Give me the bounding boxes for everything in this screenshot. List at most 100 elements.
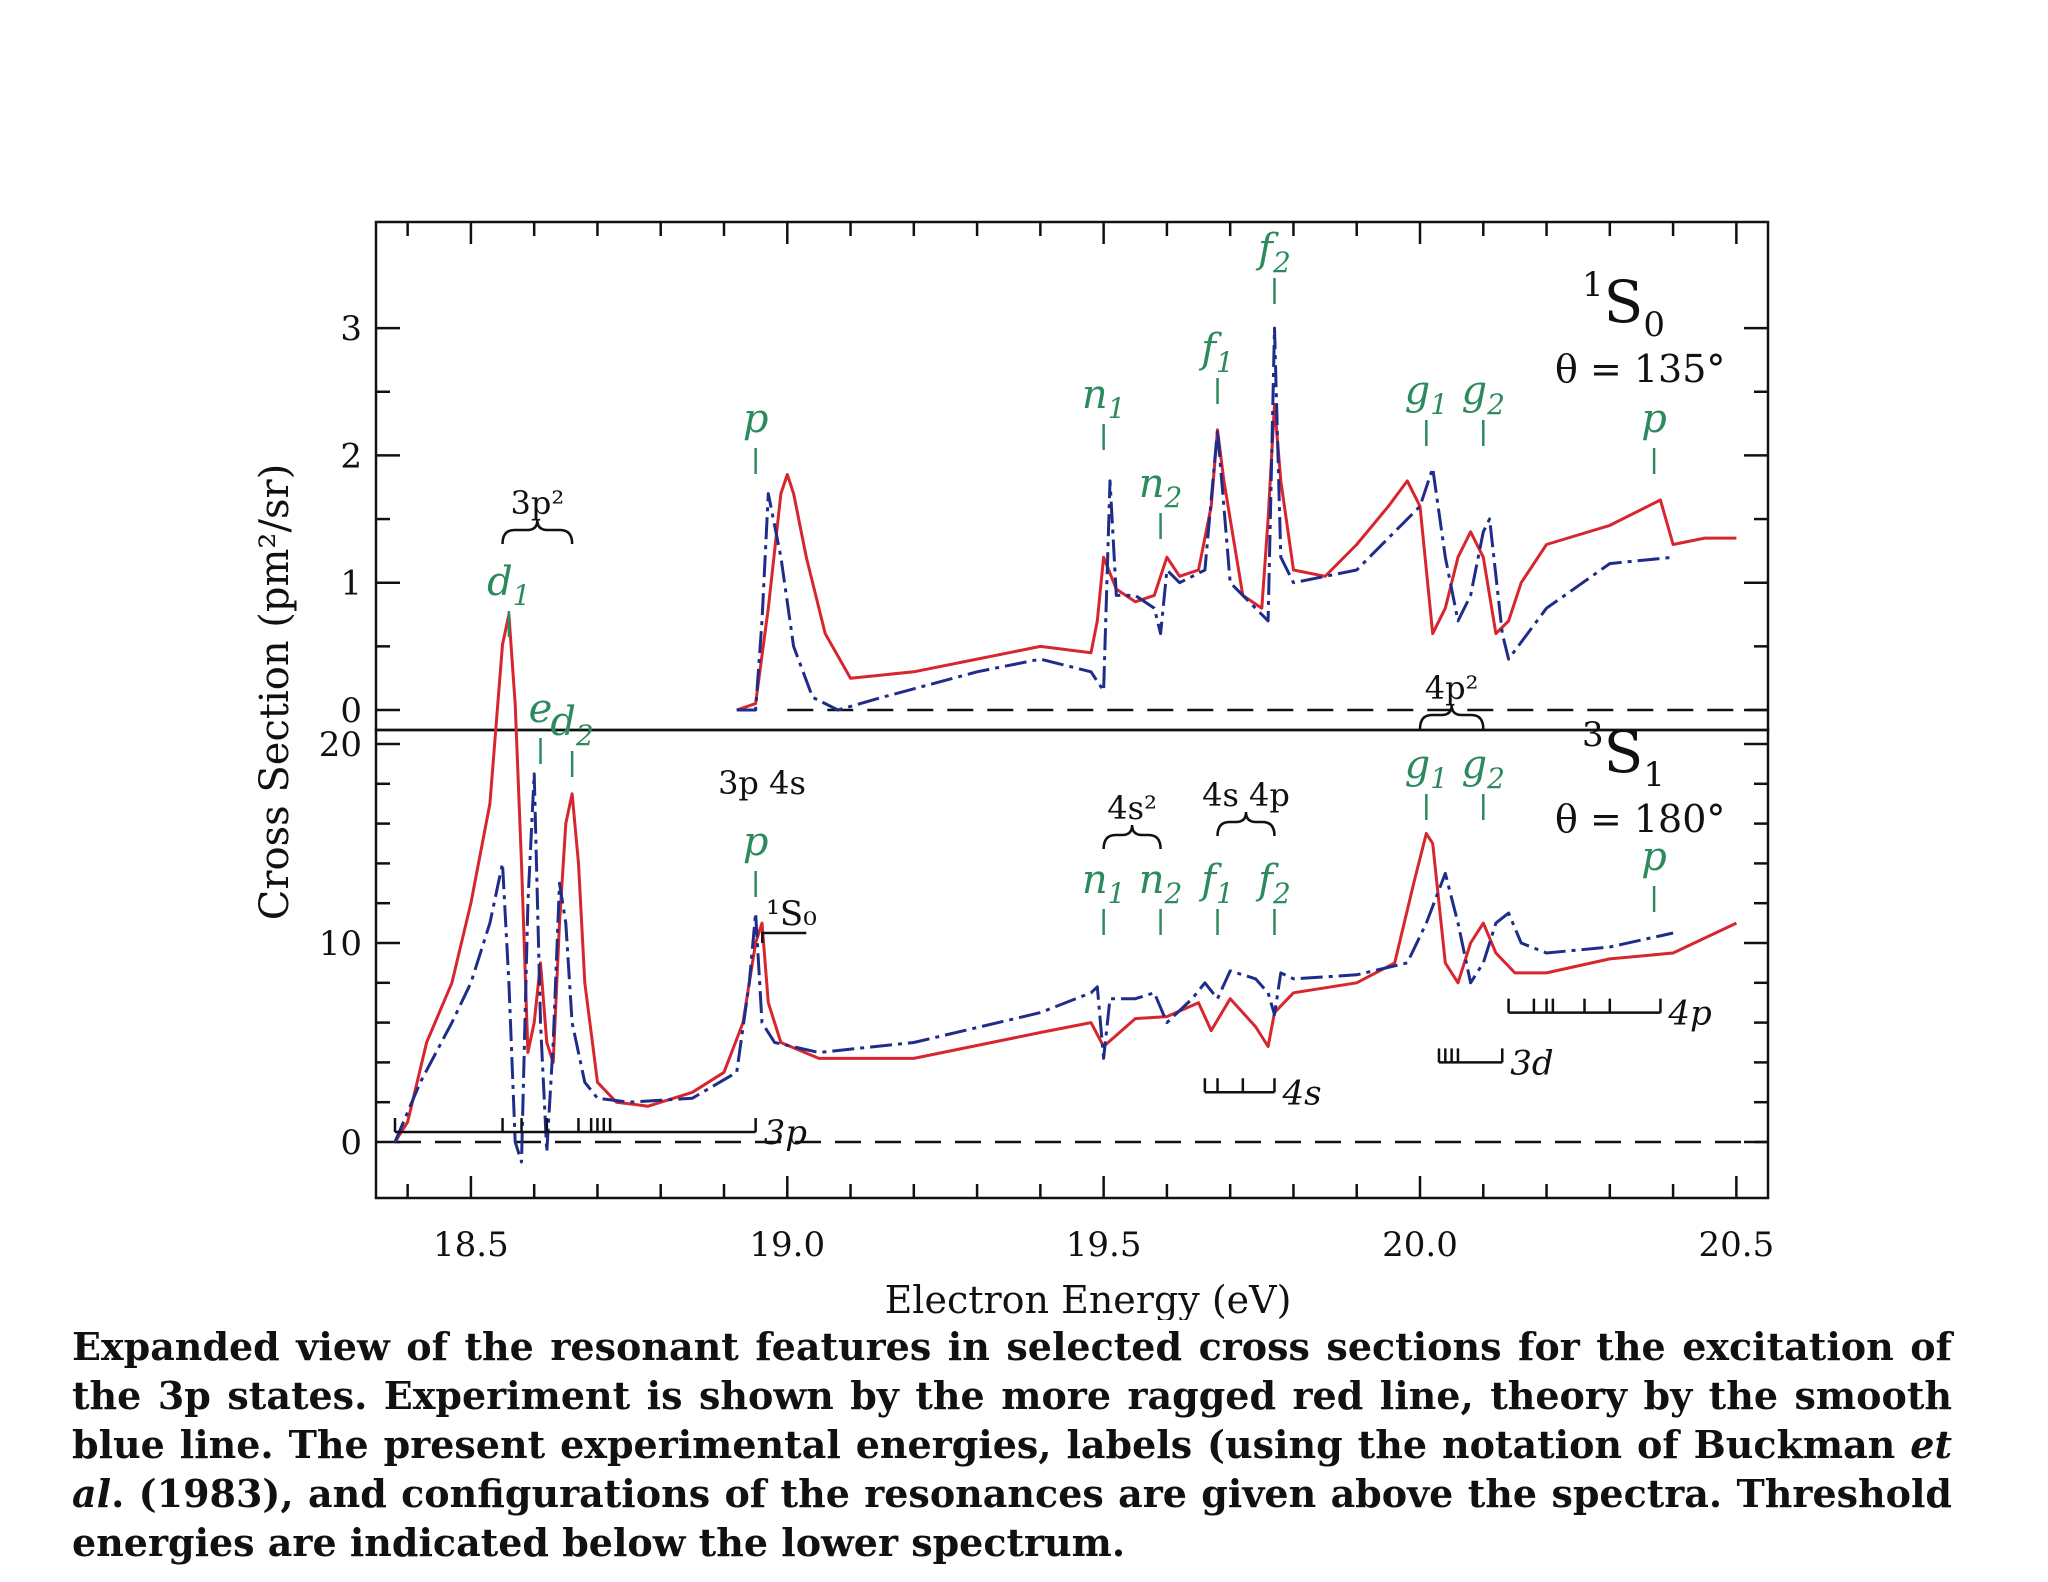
lower-panel-state-main: S bbox=[1604, 718, 1644, 786]
resonance-letter: g bbox=[1405, 368, 1431, 414]
lower-panel-frame bbox=[374, 728, 1770, 1200]
lower-resonance-label: p bbox=[1641, 834, 1667, 880]
lower-theory-line bbox=[393, 772, 1674, 1164]
upper-panel-state-sub: 0 bbox=[1643, 305, 1665, 345]
configuration-brace bbox=[1216, 811, 1276, 837]
x-tick-label: 20.5 bbox=[1699, 1225, 1775, 1265]
configuration-label: 4s² bbox=[1107, 789, 1157, 827]
zero-baselines bbox=[394, 708, 1768, 1144]
upper-panel-angle-label: θ = 135° bbox=[1555, 347, 1725, 391]
lower-resonance-label: n1 bbox=[1082, 857, 1126, 910]
resonance-letter: p bbox=[743, 819, 769, 865]
state-marker-label: ¹S₀ bbox=[766, 894, 817, 934]
lower-resonance-label: p bbox=[743, 819, 769, 865]
resonance-letter: p bbox=[743, 396, 769, 442]
upper-experiment-line bbox=[736, 403, 1737, 712]
resonance-subscript: 2 bbox=[1486, 762, 1505, 795]
resonance-letter: n bbox=[1139, 461, 1165, 507]
caption-et-al: et al bbox=[72, 1422, 1952, 1516]
x-tick-label: 18.5 bbox=[433, 1225, 509, 1265]
resonance-subscript: 2 bbox=[1272, 246, 1291, 279]
upper-resonance-label: n2 bbox=[1139, 461, 1183, 514]
upper-panel-frame bbox=[374, 220, 1770, 732]
lower-resonance-label: d1 bbox=[487, 559, 530, 612]
threshold-label: 4s bbox=[1281, 1073, 1321, 1113]
resonance-letter: p bbox=[1641, 396, 1667, 442]
resonance-letter: p bbox=[1641, 834, 1667, 880]
lower-resonance-label: f2 bbox=[1255, 857, 1291, 910]
resonance-subscript: 1 bbox=[1216, 346, 1234, 379]
resonance-subscript: 2 bbox=[1164, 481, 1183, 514]
upper-panel-series bbox=[736, 326, 1737, 712]
resonance-subscript: 1 bbox=[1108, 877, 1126, 910]
upper-y-tick-label: 0 bbox=[340, 691, 362, 731]
upper-theory-line bbox=[736, 326, 1674, 712]
resonance-subscript: 2 bbox=[1486, 388, 1505, 421]
resonance-letter: g bbox=[1462, 742, 1488, 788]
lower-y-tick-label: 0 bbox=[340, 1123, 362, 1163]
upper-resonance-label: f2 bbox=[1255, 226, 1291, 279]
state-marker-bracket bbox=[761, 931, 807, 944]
resonance-letter: n bbox=[1139, 857, 1165, 903]
resonance-subscript: 1 bbox=[513, 579, 531, 612]
resonance-subscript: 1 bbox=[1108, 392, 1126, 425]
configuration-labels: 3p² 3p 4s 4s² 4s 4p 4p² ¹S₀ bbox=[501, 484, 1485, 944]
resonance-letter: d bbox=[487, 559, 513, 605]
threshold-label: 3d bbox=[1510, 1043, 1553, 1083]
upper-resonance-label: g2 bbox=[1462, 368, 1505, 421]
upper-y-tick-label: 1 bbox=[340, 564, 362, 604]
resonance-letter: e bbox=[529, 686, 553, 732]
configuration-label: 3p² bbox=[511, 484, 565, 522]
configuration-label: 4s 4p bbox=[1202, 776, 1290, 814]
lower-y-tick-label: 10 bbox=[319, 924, 362, 964]
figure-caption: Expanded view of the resonant features i… bbox=[72, 1322, 1952, 1567]
upper-resonance-label: n1 bbox=[1082, 372, 1126, 425]
resonance-subscript: 1 bbox=[1430, 762, 1448, 795]
y-axis-label: Cross Section (pm²/sr) bbox=[252, 464, 298, 920]
lower-resonance-label: d2 bbox=[550, 699, 593, 752]
lower-resonance-label: g2 bbox=[1462, 742, 1505, 795]
upper-resonance-label: g1 bbox=[1405, 368, 1448, 421]
upper-panel-state-main: S bbox=[1604, 268, 1644, 336]
resonance-letter: n bbox=[1082, 857, 1108, 903]
x-axis-label: Electron Energy (eV) bbox=[885, 1278, 1292, 1320]
resonance-subscript: 2 bbox=[575, 719, 594, 752]
upper-resonance-label: p bbox=[743, 396, 769, 442]
resonance-letter: g bbox=[1405, 742, 1431, 788]
lower-y-tick-label: 20 bbox=[319, 725, 362, 765]
upper-resonance-label: f1 bbox=[1198, 326, 1234, 379]
upper-panel-state-sup: 1 bbox=[1582, 265, 1604, 305]
x-tick-label: 19.5 bbox=[1066, 1225, 1142, 1265]
axes-frame bbox=[374, 220, 1770, 1200]
configuration-label: 3p 4s bbox=[718, 764, 806, 802]
upper-resonance-label: p bbox=[1641, 396, 1667, 442]
lower-resonance-label: n2 bbox=[1139, 857, 1183, 910]
lower-panel-state-sup: 3 bbox=[1582, 715, 1604, 755]
configuration-brace bbox=[501, 519, 574, 545]
resonance-letter: n bbox=[1082, 372, 1108, 418]
axis-ticks bbox=[376, 222, 1768, 1198]
x-tick-label: 20.0 bbox=[1382, 1225, 1458, 1265]
lower-resonance-label: g1 bbox=[1405, 742, 1448, 795]
resonance-subscript: 1 bbox=[1430, 388, 1448, 421]
resonance-letter: d bbox=[550, 699, 576, 745]
threshold-markers: 3p 4s 3d 4p bbox=[393, 994, 1712, 1153]
resonance-subscript: 1 bbox=[1216, 877, 1234, 910]
panel-labels: 1S0 θ = 135° 3S1 θ = 180° bbox=[1555, 265, 1725, 841]
upper-y-tick-label: 2 bbox=[340, 436, 362, 476]
lower-panel-series bbox=[393, 613, 1738, 1164]
configuration-brace bbox=[1418, 704, 1485, 730]
lower-resonance-label: f1 bbox=[1198, 857, 1234, 910]
configuration-label: 4p² bbox=[1425, 669, 1479, 707]
configuration-brace bbox=[1102, 824, 1162, 850]
lower-panel-angle-label: θ = 180° bbox=[1555, 797, 1725, 841]
upper-y-tick-label: 3 bbox=[340, 309, 362, 349]
resonance-letter: g bbox=[1462, 368, 1488, 414]
caption-text-1: Expanded view of the resonant features i… bbox=[72, 1324, 1952, 1467]
upper-panel-state-label: 1S0 bbox=[1582, 265, 1665, 345]
resonance-subscript: 2 bbox=[1272, 877, 1291, 910]
lower-panel-state-sub: 1 bbox=[1643, 755, 1665, 795]
